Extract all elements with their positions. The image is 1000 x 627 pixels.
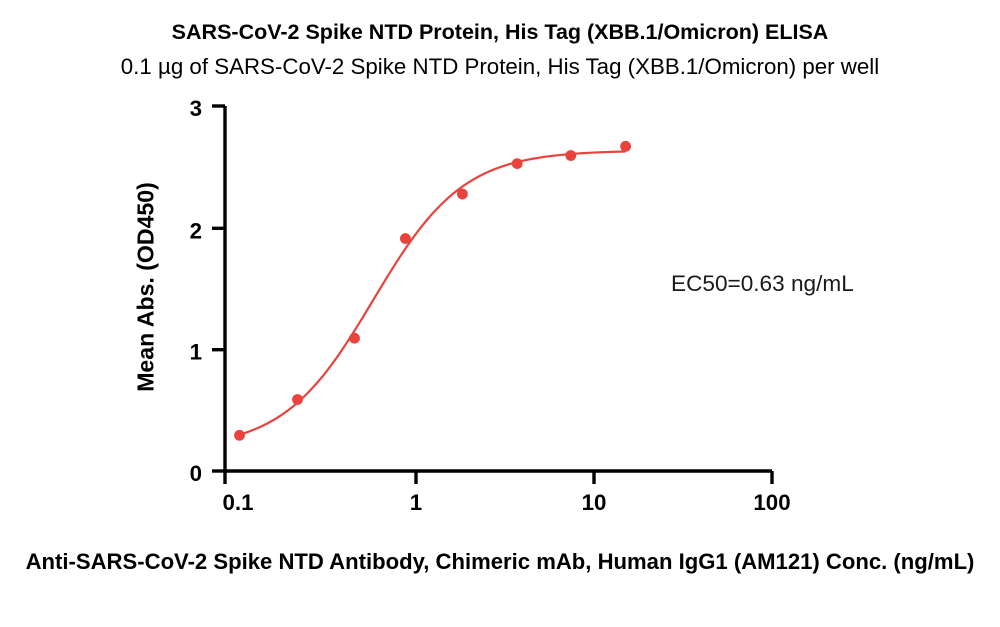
svg-text:0.1: 0.1 [223,490,254,515]
svg-text:1: 1 [410,490,422,515]
svg-text:3: 3 [190,96,202,121]
svg-text:10: 10 [582,490,607,515]
svg-text:100: 100 [753,490,790,515]
svg-text:2: 2 [190,218,202,243]
svg-text:0: 0 [190,461,202,486]
svg-text:1: 1 [190,340,202,365]
